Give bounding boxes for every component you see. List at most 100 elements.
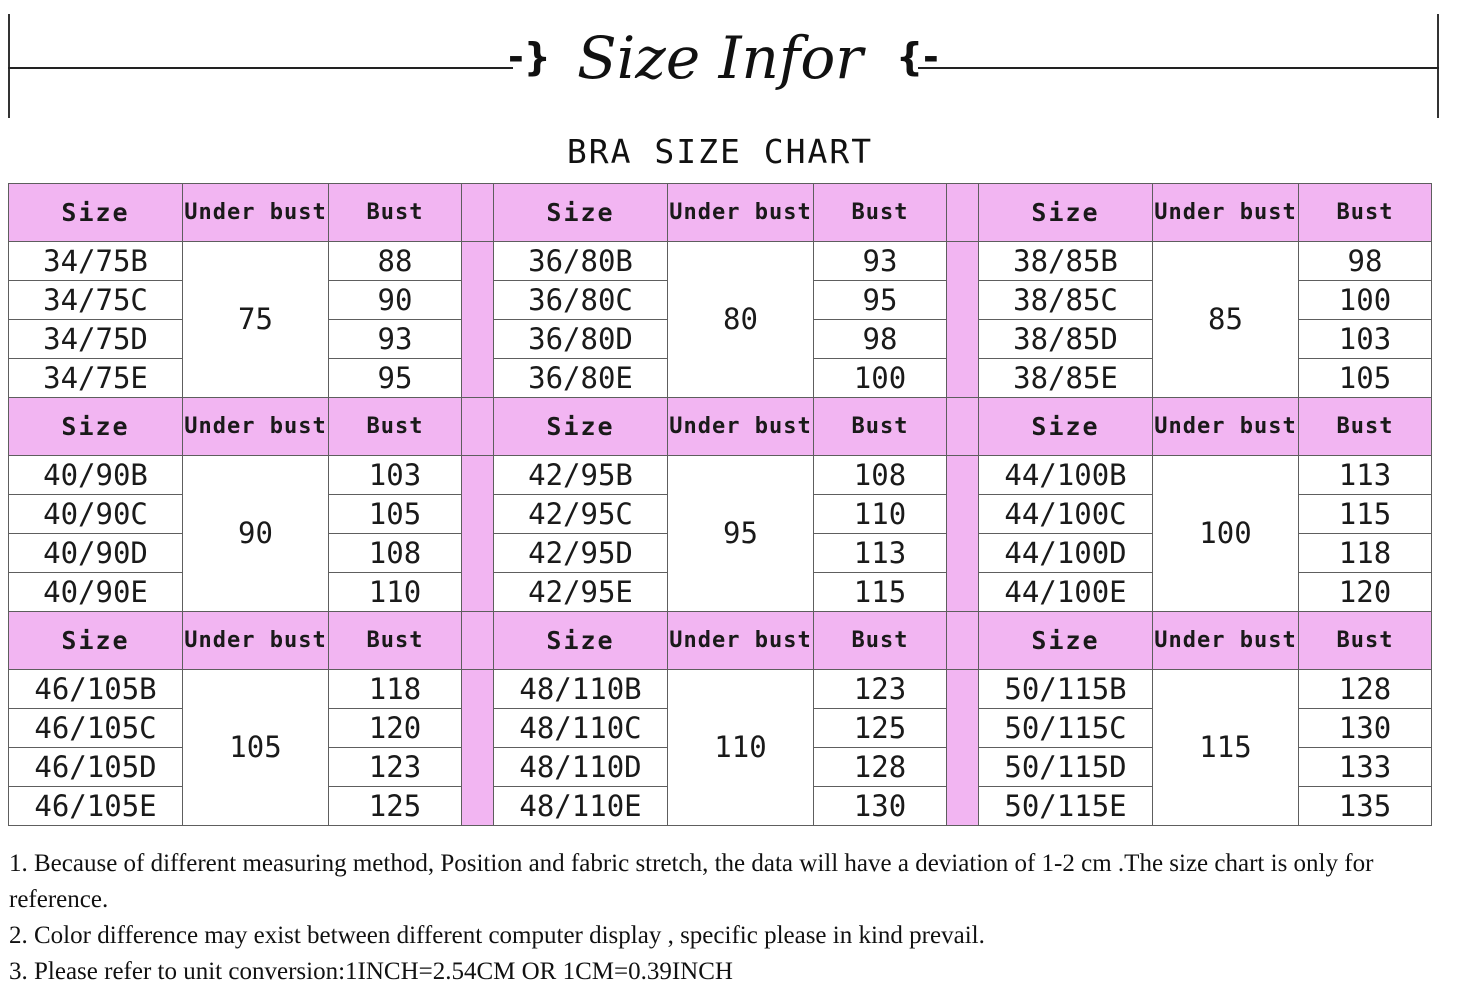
under-bust-cell: 110: [667, 669, 814, 826]
column-header-bust: Bust: [1298, 611, 1432, 670]
size-cell: 38/85B: [978, 241, 1153, 281]
size-cell: 44/100B: [978, 455, 1153, 495]
bust-cell: 118: [1298, 533, 1432, 573]
bust-cell: 133: [1298, 747, 1432, 787]
size-cell: 40/90B: [8, 455, 183, 495]
table-row: 40/90E 110 42/95E 115 44/100E 120: [8, 572, 1432, 612]
under-bust-cell: 100: [1152, 455, 1299, 612]
column-header-size: Size: [493, 397, 668, 456]
size-cell: 50/115C: [978, 708, 1153, 748]
table-row: 46/105E 125 48/110E 130 50/115E 135: [8, 786, 1432, 826]
size-cell: 42/95E: [493, 572, 668, 612]
size-cell: 40/90E: [8, 572, 183, 612]
size-cell: 48/110E: [493, 786, 668, 826]
under-bust-cell: 80: [667, 241, 814, 398]
column-header-under-bust: Under bust: [182, 611, 329, 670]
column-header-bust: Bust: [328, 183, 462, 242]
column-header-under-bust: Under bust: [1152, 183, 1299, 242]
column-separator: [946, 611, 979, 670]
header-bracket-right: {-: [896, 35, 939, 79]
bust-cell: 98: [1298, 241, 1432, 281]
under-bust-cell: 115: [1152, 669, 1299, 826]
table-row: 34/75B 75 88 36/80B 80 93 38/85B 85 98: [8, 241, 1432, 398]
bust-cell: 113: [813, 533, 947, 573]
size-cell: 44/100E: [978, 572, 1153, 612]
bust-cell: 108: [328, 533, 462, 573]
column-separator: [461, 183, 494, 242]
size-cell: 50/115B: [978, 669, 1153, 709]
bust-cell: 98: [813, 319, 947, 359]
size-cell: 46/105E: [8, 786, 183, 826]
column-header-under-bust: Under bust: [667, 397, 814, 456]
size-cell: 34/75D: [8, 319, 183, 359]
column-separator: [461, 455, 494, 612]
size-cell: 46/105B: [8, 669, 183, 709]
column-separator: [461, 397, 494, 456]
size-cell: 36/80E: [493, 358, 668, 398]
bust-cell: 128: [1298, 669, 1432, 709]
table-header-row: Size Under bust Bust Size Under bust Bust Size…: [8, 183, 1432, 242]
column-separator: [461, 241, 494, 398]
size-cell: 42/95C: [493, 494, 668, 534]
column-separator: [946, 397, 979, 456]
column-separator: [946, 669, 979, 826]
size-cell: 48/110D: [493, 747, 668, 787]
column-header-size: Size: [493, 183, 668, 242]
size-cell: 34/75C: [8, 280, 183, 320]
page-title: Size Infor: [577, 24, 863, 92]
bust-cell: 125: [328, 786, 462, 826]
bust-cell: 118: [328, 669, 462, 709]
column-separator: [461, 669, 494, 826]
bust-cell: 105: [328, 494, 462, 534]
size-cell: 48/110C: [493, 708, 668, 748]
size-cell: 34/75E: [8, 358, 183, 398]
under-bust-cell: 85: [1152, 241, 1299, 398]
left-border-tick: [8, 14, 10, 118]
bust-cell: 103: [328, 455, 462, 495]
bust-cell: 88: [328, 241, 462, 281]
header-rule-right: [918, 67, 1439, 69]
size-cell: 40/90D: [8, 533, 183, 573]
column-separator: [946, 183, 979, 242]
under-bust-cell: 75: [182, 241, 329, 398]
size-cell: 38/85E: [978, 358, 1153, 398]
under-bust-cell: 95: [667, 455, 814, 612]
bust-cell: 123: [813, 669, 947, 709]
table-row: 40/90B 90 103 42/95B 95 108 44/100B 100 113: [8, 455, 1432, 612]
right-border-tick: [1437, 14, 1439, 118]
size-cell: 50/115E: [978, 786, 1153, 826]
bust-cell: 128: [813, 747, 947, 787]
column-header-size: Size: [8, 183, 183, 242]
column-header-size: Size: [978, 183, 1153, 242]
size-cell: 42/95B: [493, 455, 668, 495]
bust-cell: 110: [813, 494, 947, 534]
bust-cell: 90: [328, 280, 462, 320]
size-cell: 36/80C: [493, 280, 668, 320]
bust-cell: 115: [813, 572, 947, 612]
column-header-bust: Bust: [813, 183, 947, 242]
column-header-size: Size: [8, 397, 183, 456]
bust-cell: 123: [328, 747, 462, 787]
bust-cell: 125: [813, 708, 947, 748]
column-header-bust: Bust: [328, 397, 462, 456]
column-header-under-bust: Under bust: [182, 397, 329, 456]
bust-cell: 93: [813, 241, 947, 281]
header-bracket-left: -}: [508, 35, 551, 79]
table-header-row: Size Under bust Bust Size Under bust Bust Size…: [8, 397, 1432, 456]
table-header-row: Size Under bust Bust Size Under bust Bust Size…: [8, 611, 1432, 670]
size-cell: 48/110B: [493, 669, 668, 709]
bra-size-table: Size Under bust Bust Size Under bust Bust Size…: [8, 183, 1432, 826]
size-cell: 38/85C: [978, 280, 1153, 320]
table-row: 34/75E 95 36/80E 100 38/85E 105: [8, 358, 1432, 398]
bust-cell: 113: [1298, 455, 1432, 495]
column-header-bust: Bust: [328, 611, 462, 670]
table-row: 46/105B 105 118 48/110B 110 123 50/115B 115 128: [8, 669, 1432, 826]
size-cell: 42/95D: [493, 533, 668, 573]
column-separator: [461, 611, 494, 670]
size-cell: 46/105D: [8, 747, 183, 787]
column-header-bust: Bust: [1298, 397, 1432, 456]
bust-cell: 95: [813, 280, 947, 320]
note-2: 2. Color difference may exist between di…: [9, 922, 985, 949]
bust-cell: 110: [328, 572, 462, 612]
bust-cell: 103: [1298, 319, 1432, 359]
